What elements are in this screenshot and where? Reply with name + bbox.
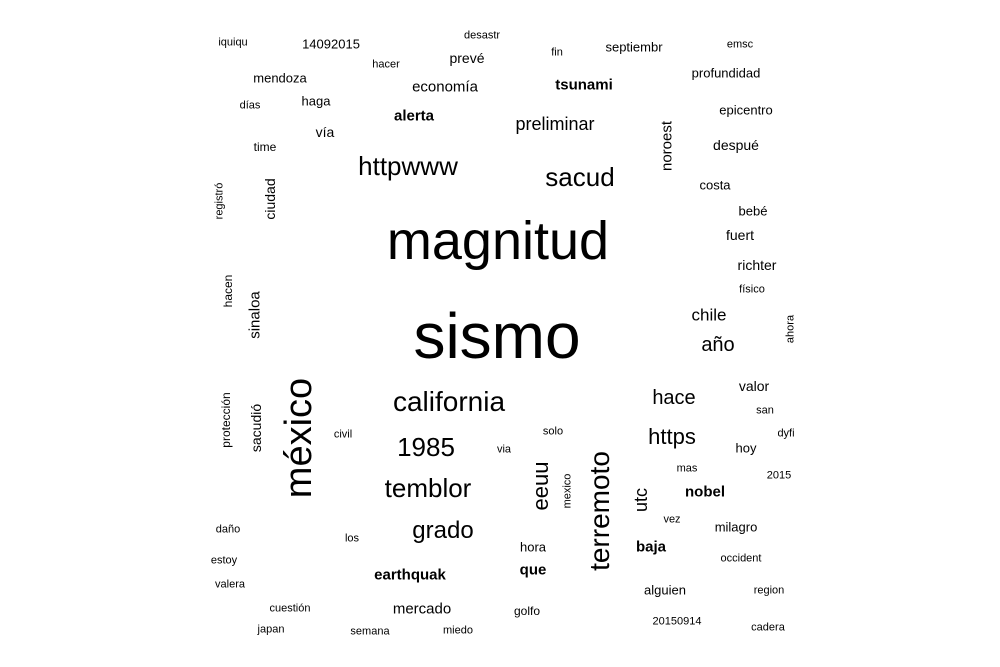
word-occident: occident <box>720 552 762 565</box>
word-valor: valor <box>738 378 770 394</box>
word-earthquak: earthquak <box>374 566 446 584</box>
word-california: california <box>392 386 506 417</box>
word-estoy: estoy <box>210 554 238 567</box>
word-dano: daño <box>215 523 241 536</box>
word-septiembr: septiembr <box>605 39 663 55</box>
word-httpwww: httpwww <box>358 151 458 181</box>
word-alguien: alguien <box>644 582 686 598</box>
word-ano: año <box>701 334 735 356</box>
word-epicentro: epicentro <box>719 102 773 118</box>
word-hoy: hoy <box>735 440 757 456</box>
word-iquiqu: iquiqu <box>218 36 248 49</box>
word-san: san <box>756 404 774 417</box>
word-preliminar: preliminar <box>515 114 595 134</box>
word-terremoto: terremoto <box>584 451 615 571</box>
word-mercado: mercado <box>392 600 452 618</box>
word-golfo: golfo <box>513 604 541 618</box>
word-1985: 1985 <box>397 432 455 462</box>
word-civil: civil <box>333 428 353 441</box>
word-baja: baja <box>635 538 667 556</box>
word-richter: richter <box>737 257 777 273</box>
word-dias: días <box>239 99 261 112</box>
word-hacen: hacen <box>221 274 235 308</box>
word-chile: chile <box>691 305 727 325</box>
word-sismo: sismo <box>413 300 581 372</box>
word-eeuu: eeuu <box>528 461 553 511</box>
word-via: via <box>496 443 512 456</box>
word-milagro: milagro <box>714 519 758 535</box>
word-preve: prevé <box>449 50 485 66</box>
word-registro: registró <box>213 182 226 220</box>
word-solo: solo <box>542 425 564 438</box>
word-noroest: noroest <box>658 120 676 172</box>
word-tsunami: tsunami <box>555 76 613 94</box>
word-utc: utc <box>631 487 651 513</box>
word-fin: fin <box>551 46 563 59</box>
word-miedo: miedo <box>443 624 473 637</box>
word-magnitud: magnitud <box>386 211 610 271</box>
word-mexico-large: méxico <box>278 377 320 499</box>
word-region: region <box>753 584 785 597</box>
word-sacud: sacud <box>545 162 615 192</box>
word-via-accented: vía <box>315 124 335 140</box>
word-dyfi: dyfi <box>777 427 795 440</box>
word-cadera: cadera <box>751 621 785 634</box>
word-sinaloa: sinaloa <box>246 291 264 339</box>
word-semana: semana <box>350 625 390 638</box>
word-sacudio: sacudió <box>248 403 264 453</box>
word-ciudad: ciudad <box>262 178 278 220</box>
word-japan: japan <box>257 623 285 636</box>
word-valera: valera <box>215 578 245 591</box>
word-alerta: alerta <box>393 107 435 125</box>
word-fuert: fuert <box>725 227 755 243</box>
word-https: https <box>648 424 696 449</box>
word-haga: haga <box>301 93 331 109</box>
word-costa: costa <box>699 177 731 193</box>
word-hora: hora <box>519 539 547 555</box>
word-hace: hace <box>652 387 696 409</box>
word-emsc: emsc <box>726 38 754 51</box>
word-proteccion: protección <box>219 392 233 448</box>
word-que: que <box>519 561 547 579</box>
word-2015: 2015 <box>766 469 792 482</box>
word-despue: despué <box>713 137 759 153</box>
word-ahora: ahora <box>784 314 797 344</box>
word-cuestion: cuestión <box>269 602 311 615</box>
word-nobel: nobel <box>685 483 725 501</box>
word-hacer: hacer <box>372 58 400 71</box>
word-profundidad: profundidad <box>691 65 761 81</box>
word-mas: mas <box>676 462 698 475</box>
word-14092015: 14092015 <box>302 36 360 52</box>
word-economia: economía <box>412 78 478 96</box>
word-temblor: temblor <box>384 473 472 503</box>
word-desastr: desastr <box>463 29 501 42</box>
word-fisico: físico <box>739 283 765 296</box>
word-bebe: bebé <box>738 203 768 219</box>
word-vez: vez <box>663 513 681 526</box>
word-los: los <box>344 532 360 545</box>
word-mexico-small: mexico <box>561 473 574 509</box>
word-mendoza: mendoza <box>253 70 307 86</box>
word-time: time <box>253 140 277 154</box>
word-grado: grado <box>412 517 474 544</box>
word-20150914: 20150914 <box>652 615 702 628</box>
